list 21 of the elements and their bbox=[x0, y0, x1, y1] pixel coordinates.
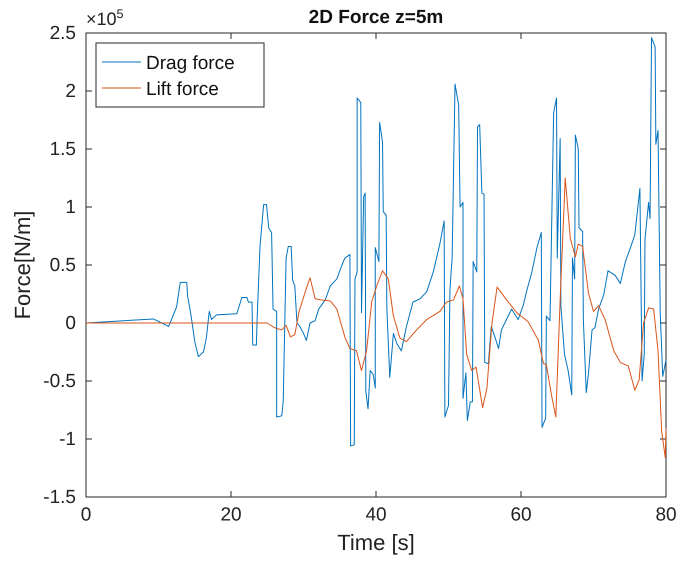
y-tick-label: -1 bbox=[59, 429, 76, 450]
y-tick-label: 0 bbox=[65, 313, 76, 334]
y-axis-title: Force[N/m] bbox=[10, 210, 35, 320]
x-tick-label: 20 bbox=[220, 504, 242, 526]
y-tick-label: -0.5 bbox=[43, 371, 76, 392]
y-tick-label: 0.5 bbox=[50, 255, 76, 276]
x-axis-title: Time [s] bbox=[337, 530, 415, 555]
line-series bbox=[86, 178, 666, 458]
legend-label: Lift force bbox=[146, 79, 219, 100]
text: ×10$^{5}$ bbox=[86, 7, 124, 29]
legend-label: Drag force bbox=[146, 53, 235, 74]
chart-title: 2D Force z=5m bbox=[308, 7, 444, 28]
x-tick-label: 80 bbox=[655, 504, 677, 526]
x-tick-label: 0 bbox=[80, 504, 92, 526]
y-tick-label: 1 bbox=[65, 197, 76, 218]
y-tick-label: 2.5 bbox=[50, 23, 76, 44]
x-tick-label: 40 bbox=[365, 504, 387, 526]
y-tick-label: 1.5 bbox=[50, 139, 76, 160]
y-tick-label: -1.5 bbox=[43, 487, 76, 508]
y-tick-label: 2 bbox=[65, 81, 76, 102]
x-tick-label: 60 bbox=[510, 504, 532, 526]
